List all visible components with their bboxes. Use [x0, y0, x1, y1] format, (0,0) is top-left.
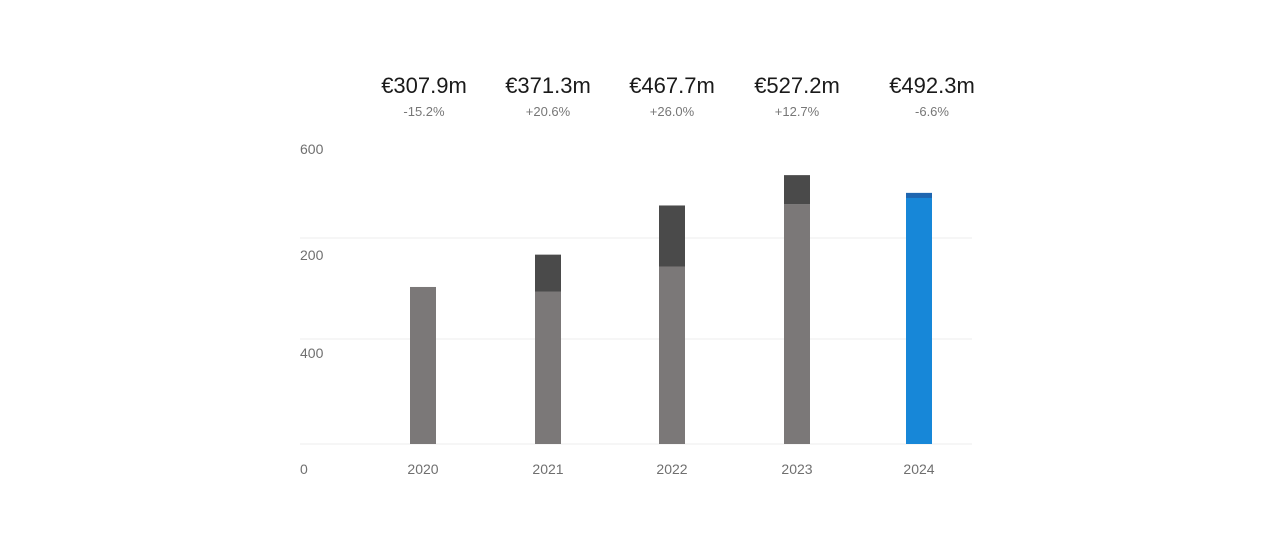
change-percent-label: +26.0% [650, 104, 695, 119]
x-tick-label: 2023 [781, 461, 812, 477]
bar-base-2021 [535, 291, 561, 444]
grid-lines [300, 237, 972, 445]
y-tick-label: 600 [300, 141, 324, 157]
total-value-label: €527.2m [754, 73, 840, 98]
x-tick-label: 2021 [532, 461, 563, 477]
change-percent-label: +12.7% [775, 104, 820, 119]
total-value-label: €307.9m [381, 73, 467, 98]
bars [410, 175, 932, 444]
x-tick-label: 2024 [903, 461, 934, 477]
y-tick-label: 0 [300, 461, 308, 477]
y-tick-label: 400 [300, 345, 324, 361]
total-value-label: €492.3m [889, 73, 975, 98]
change-percent-label: -15.2% [403, 104, 445, 119]
bar-increment-2023 [784, 175, 810, 205]
y-axis-ticks: 0 200 400 600 [300, 141, 324, 477]
change-percent-label: +20.6% [526, 104, 571, 119]
bar-increment-2022 [659, 205, 685, 267]
bar-base-2022 [659, 266, 685, 444]
bar-base-2024 [906, 192, 932, 444]
total-value-label: €467.7m [629, 73, 715, 98]
bar-base-2023 [784, 204, 810, 444]
bar-base-2020 [410, 286, 436, 444]
change-labels: -15.2% +20.6% +26.0% +12.7% -6.6% [403, 104, 949, 119]
bar-cap-2024 [906, 192, 932, 198]
change-percent-label: -6.6% [915, 104, 949, 119]
bar-increment-2021 [535, 254, 561, 292]
y-tick-label: 200 [300, 247, 324, 263]
total-labels: €307.9m €371.3m €467.7m €527.2m €492.3m [381, 73, 975, 98]
total-value-label: €371.3m [505, 73, 591, 98]
x-axis-categories: 2020 2021 2022 2023 2024 [407, 461, 934, 477]
x-tick-label: 2020 [407, 461, 438, 477]
x-tick-label: 2022 [656, 461, 687, 477]
